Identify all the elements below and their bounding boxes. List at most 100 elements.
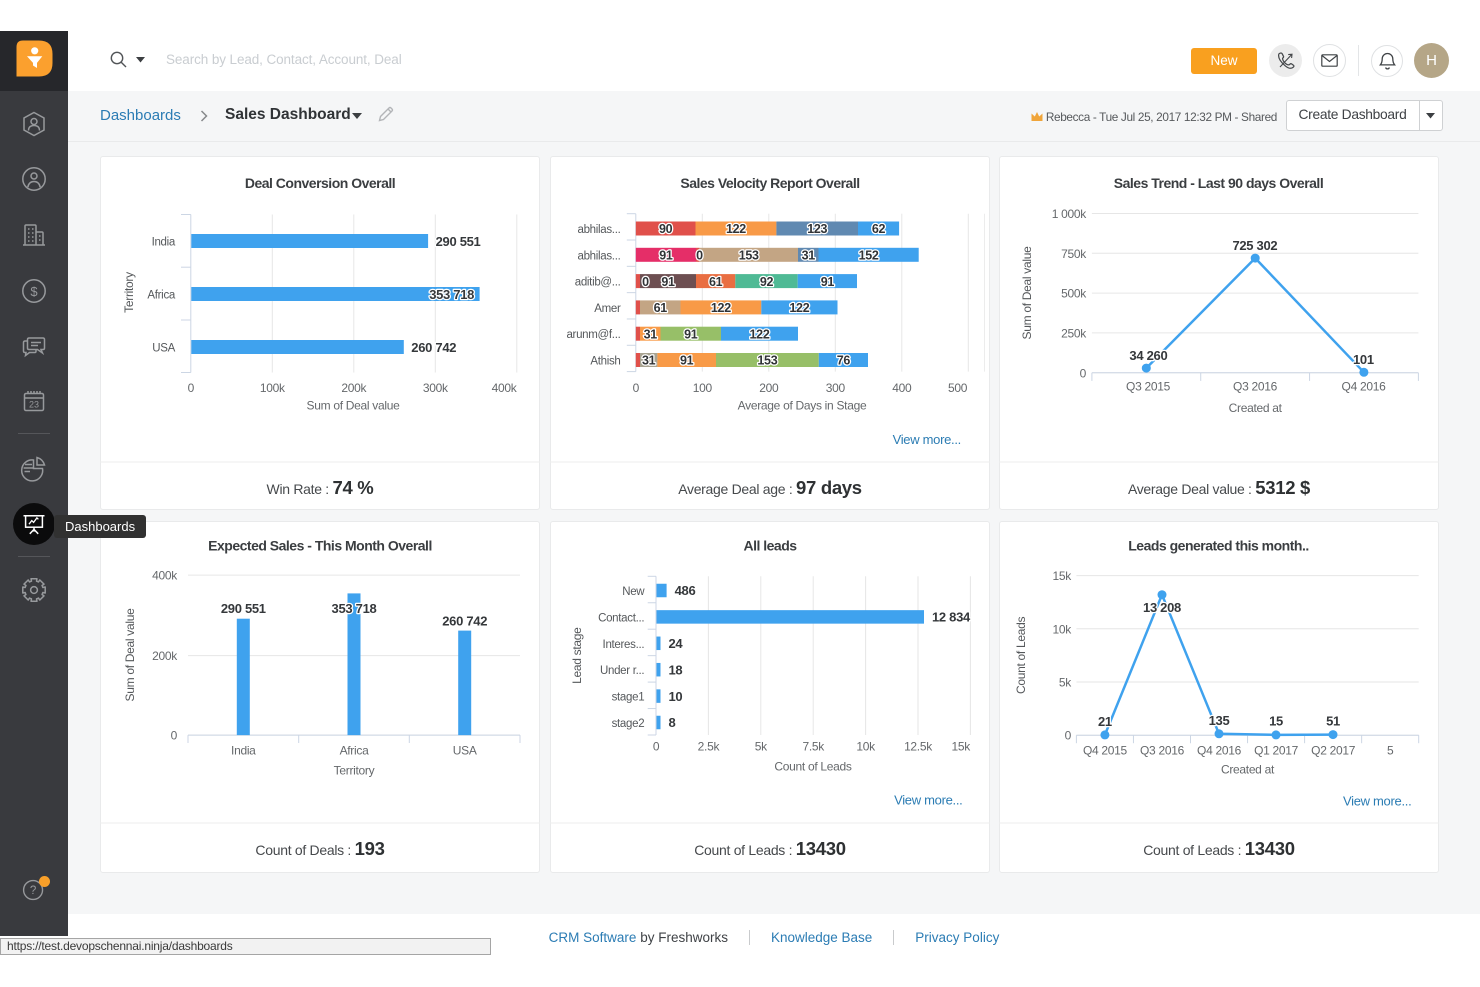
svg-text:All leads: All leads [743,538,797,554]
svg-text:?: ? [30,884,37,897]
svg-text:300: 300 [826,381,846,395]
svg-text:Count of Leads: Count of Leads [774,760,851,774]
svg-text:Average Deal value : 5312 $: Average Deal value : 5312 $ [1128,477,1311,498]
svg-text:31: 31 [802,249,816,263]
svg-text:200: 200 [759,381,779,395]
svg-text:abhilas...: abhilas... [577,224,620,236]
svg-text:Win Rate : 74 %: Win Rate : 74 % [267,477,374,498]
svg-text:Created at: Created at [1229,401,1283,415]
svg-text:8: 8 [669,715,676,730]
svg-text:View more...: View more... [894,793,962,808]
svg-text:USA: USA [453,744,477,758]
svg-text:15k: 15k [951,740,971,754]
svg-text:Average of Days in Stage: Average of Days in Stage [738,399,867,413]
svg-text:Africa: Africa [147,290,176,302]
svg-text:400k: 400k [492,381,518,395]
svg-text:12.5k: 12.5k [904,740,933,754]
svg-text:Q3 2016: Q3 2016 [1140,744,1185,758]
svg-text:Q1 2017: Q1 2017 [1254,744,1299,758]
svg-text:Count of Leads : 13430: Count of Leads : 13430 [694,838,845,859]
svg-text:260 742: 260 742 [442,613,487,628]
svg-text:abhilas...: abhilas... [577,250,620,262]
svg-text:122: 122 [789,301,809,315]
svg-text:Sales Trend - Last 90 days Ove: Sales Trend - Last 90 days Overall [1114,175,1323,191]
svg-text:101: 101 [1353,352,1374,367]
svg-text:0: 0 [642,275,649,289]
svg-text:153: 153 [757,354,777,368]
svg-text:31: 31 [644,327,658,341]
svg-text:0: 0 [188,381,195,395]
svg-text:aditib@...: aditib@... [575,277,621,289]
svg-text:$: $ [30,284,38,299]
svg-text:152: 152 [859,249,879,263]
svg-text:500: 500 [948,381,968,395]
svg-text:New: New [622,586,645,598]
svg-text:122: 122 [750,327,770,341]
svg-text:12 834: 12 834 [932,610,971,625]
svg-text:Lead stage: Lead stage [570,627,584,684]
svg-text:arunm@f...: arunm@f... [566,329,620,341]
svg-text:290 551: 290 551 [221,601,266,616]
svg-text:Created at: Created at [1221,763,1275,777]
svg-text:10: 10 [669,689,683,704]
svg-text:Contact...: Contact... [598,612,644,624]
svg-text:10k: 10k [856,740,876,754]
svg-text:Q4 2016: Q4 2016 [1197,744,1242,758]
svg-text:Athish: Athish [590,356,620,368]
svg-text:stage1: stage1 [612,692,645,704]
svg-text:Leads generated this month..: Leads generated this month.. [1128,538,1308,554]
svg-text:200k: 200k [152,649,178,663]
svg-text:200k: 200k [341,381,367,395]
svg-text:Under r...: Under r... [600,665,644,677]
svg-text:90: 90 [659,222,673,236]
svg-text:61: 61 [709,275,723,289]
svg-text:0: 0 [1065,729,1072,743]
svg-text:0: 0 [171,729,178,743]
svg-text:122: 122 [711,301,731,315]
svg-text:76: 76 [837,354,851,368]
svg-text:2.5k: 2.5k [698,740,721,754]
svg-text:260 742: 260 742 [411,340,456,355]
svg-text:5: 5 [1387,744,1394,758]
svg-text:750k: 750k [1061,247,1087,261]
svg-text:Average Deal age : 97 days: Average Deal age : 97 days [678,477,862,498]
svg-text:0: 0 [1080,366,1087,380]
svg-text:India: India [152,237,176,249]
svg-text:92: 92 [760,275,774,289]
svg-text:135: 135 [1209,713,1230,728]
svg-text:15k: 15k [1053,569,1073,583]
svg-text:51: 51 [1326,713,1340,728]
svg-text:Territory: Territory [122,272,136,313]
svg-text:stage2: stage2 [612,718,645,730]
svg-text:USA: USA [152,343,175,355]
svg-text:23: 23 [29,400,39,410]
svg-text:486: 486 [675,583,696,598]
svg-text:91: 91 [661,275,675,289]
svg-text:18: 18 [669,662,683,677]
svg-text:10k: 10k [1053,622,1073,636]
svg-text:100: 100 [693,381,713,395]
svg-text:123: 123 [807,222,827,236]
svg-text:353 718: 353 718 [332,601,377,616]
svg-text:Interes...: Interes... [603,639,645,651]
svg-text:Count of Leads: Count of Leads [1014,617,1028,694]
svg-text:21: 21 [1098,714,1112,729]
svg-text:725 302: 725 302 [1232,238,1277,253]
svg-text:Q3 2015: Q3 2015 [1126,379,1171,393]
svg-text:290 551: 290 551 [436,234,481,249]
svg-text:0: 0 [633,381,640,395]
svg-text:Q3 2016: Q3 2016 [1233,379,1278,393]
svg-text:400: 400 [892,381,912,395]
svg-text:100k: 100k [260,381,286,395]
svg-text:Deal Conversion Overall: Deal Conversion Overall [245,175,395,191]
svg-text:1 000k: 1 000k [1052,207,1088,221]
svg-text:Count of Deals : 193: Count of Deals : 193 [255,838,384,859]
svg-text:Q2 2017: Q2 2017 [1311,744,1356,758]
svg-text:Sum of Deal value: Sum of Deal value [123,608,137,702]
svg-text:400k: 400k [152,569,178,583]
svg-text:Sum of Deal value: Sum of Deal value [1020,246,1034,340]
svg-text:Territory: Territory [334,764,375,778]
svg-text:7.5k: 7.5k [802,740,825,754]
svg-text:Africa: Africa [340,744,370,758]
svg-text:91: 91 [680,354,694,368]
